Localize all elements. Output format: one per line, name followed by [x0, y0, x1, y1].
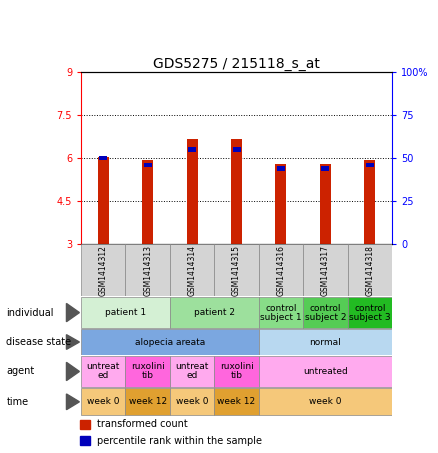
Bar	[259, 297, 303, 328]
Bar	[259, 244, 303, 296]
Text: control
subject 2: control subject 2	[304, 304, 346, 322]
Bar	[348, 297, 392, 328]
Bar	[303, 297, 348, 328]
Bar	[125, 356, 170, 387]
Text: alopecia areata: alopecia areata	[135, 337, 205, 347]
Text: time: time	[7, 397, 28, 407]
Text: untreat
ed: untreat ed	[175, 362, 209, 381]
Text: GSM1414312: GSM1414312	[99, 245, 108, 296]
Text: GSM1414318: GSM1414318	[365, 245, 374, 296]
Text: disease state: disease state	[7, 337, 71, 347]
Text: GSM1414315: GSM1414315	[232, 245, 241, 296]
Bar	[125, 244, 170, 296]
Text: patient 2: patient 2	[194, 308, 235, 317]
Bar	[231, 140, 242, 244]
Text: GSM1414317: GSM1414317	[321, 245, 330, 296]
Bar	[259, 388, 392, 415]
Bar	[320, 164, 331, 244]
Bar	[259, 329, 392, 355]
Bar	[233, 147, 240, 152]
Polygon shape	[67, 304, 79, 322]
Title: GDS5275 / 215118_s_at: GDS5275 / 215118_s_at	[153, 57, 320, 71]
Text: transformed count: transformed count	[97, 419, 188, 429]
Bar	[366, 163, 374, 167]
Text: control
subject 3: control subject 3	[349, 304, 391, 322]
Text: ruxolini
tib: ruxolini tib	[131, 362, 165, 381]
Bar	[321, 166, 329, 171]
Polygon shape	[67, 335, 79, 349]
Bar	[170, 297, 259, 328]
Bar	[81, 244, 125, 296]
Bar	[81, 297, 170, 328]
Text: week 0: week 0	[176, 397, 208, 406]
Text: GSM1414314: GSM1414314	[187, 245, 197, 296]
Text: week 0: week 0	[87, 397, 120, 406]
Bar	[364, 159, 375, 244]
Bar	[81, 329, 259, 355]
Text: GSM1414313: GSM1414313	[143, 245, 152, 296]
Bar	[170, 244, 214, 296]
Bar	[98, 157, 109, 244]
Bar	[188, 147, 196, 152]
Bar	[144, 163, 152, 167]
Bar	[80, 420, 90, 429]
Bar	[277, 166, 285, 171]
Bar	[187, 140, 198, 244]
Bar	[214, 388, 259, 415]
Text: patient 1: patient 1	[105, 308, 146, 317]
Text: ruxolini
tib: ruxolini tib	[219, 362, 254, 381]
Bar	[170, 388, 214, 415]
Bar	[170, 356, 214, 387]
Text: week 12: week 12	[129, 397, 167, 406]
Bar	[142, 159, 153, 244]
Bar	[303, 244, 348, 296]
Bar	[348, 244, 392, 296]
Text: agent: agent	[7, 366, 35, 376]
Text: normal: normal	[310, 337, 341, 347]
Text: percentile rank within the sample: percentile rank within the sample	[97, 435, 262, 446]
Text: untreat
ed: untreat ed	[87, 362, 120, 381]
Bar	[214, 244, 259, 296]
Text: week 0: week 0	[309, 397, 342, 406]
Text: control
subject 1: control subject 1	[260, 304, 302, 322]
Text: week 12: week 12	[217, 397, 256, 406]
Text: individual: individual	[7, 308, 54, 318]
Text: GSM1414316: GSM1414316	[276, 245, 286, 296]
Bar	[99, 156, 107, 160]
Bar	[125, 388, 170, 415]
Bar	[259, 356, 392, 387]
Bar	[80, 436, 90, 445]
Polygon shape	[67, 362, 79, 381]
Bar	[81, 356, 125, 387]
Bar	[81, 388, 125, 415]
Text: untreated: untreated	[303, 367, 348, 376]
Bar	[276, 164, 286, 244]
Polygon shape	[67, 394, 79, 410]
Bar	[214, 356, 259, 387]
